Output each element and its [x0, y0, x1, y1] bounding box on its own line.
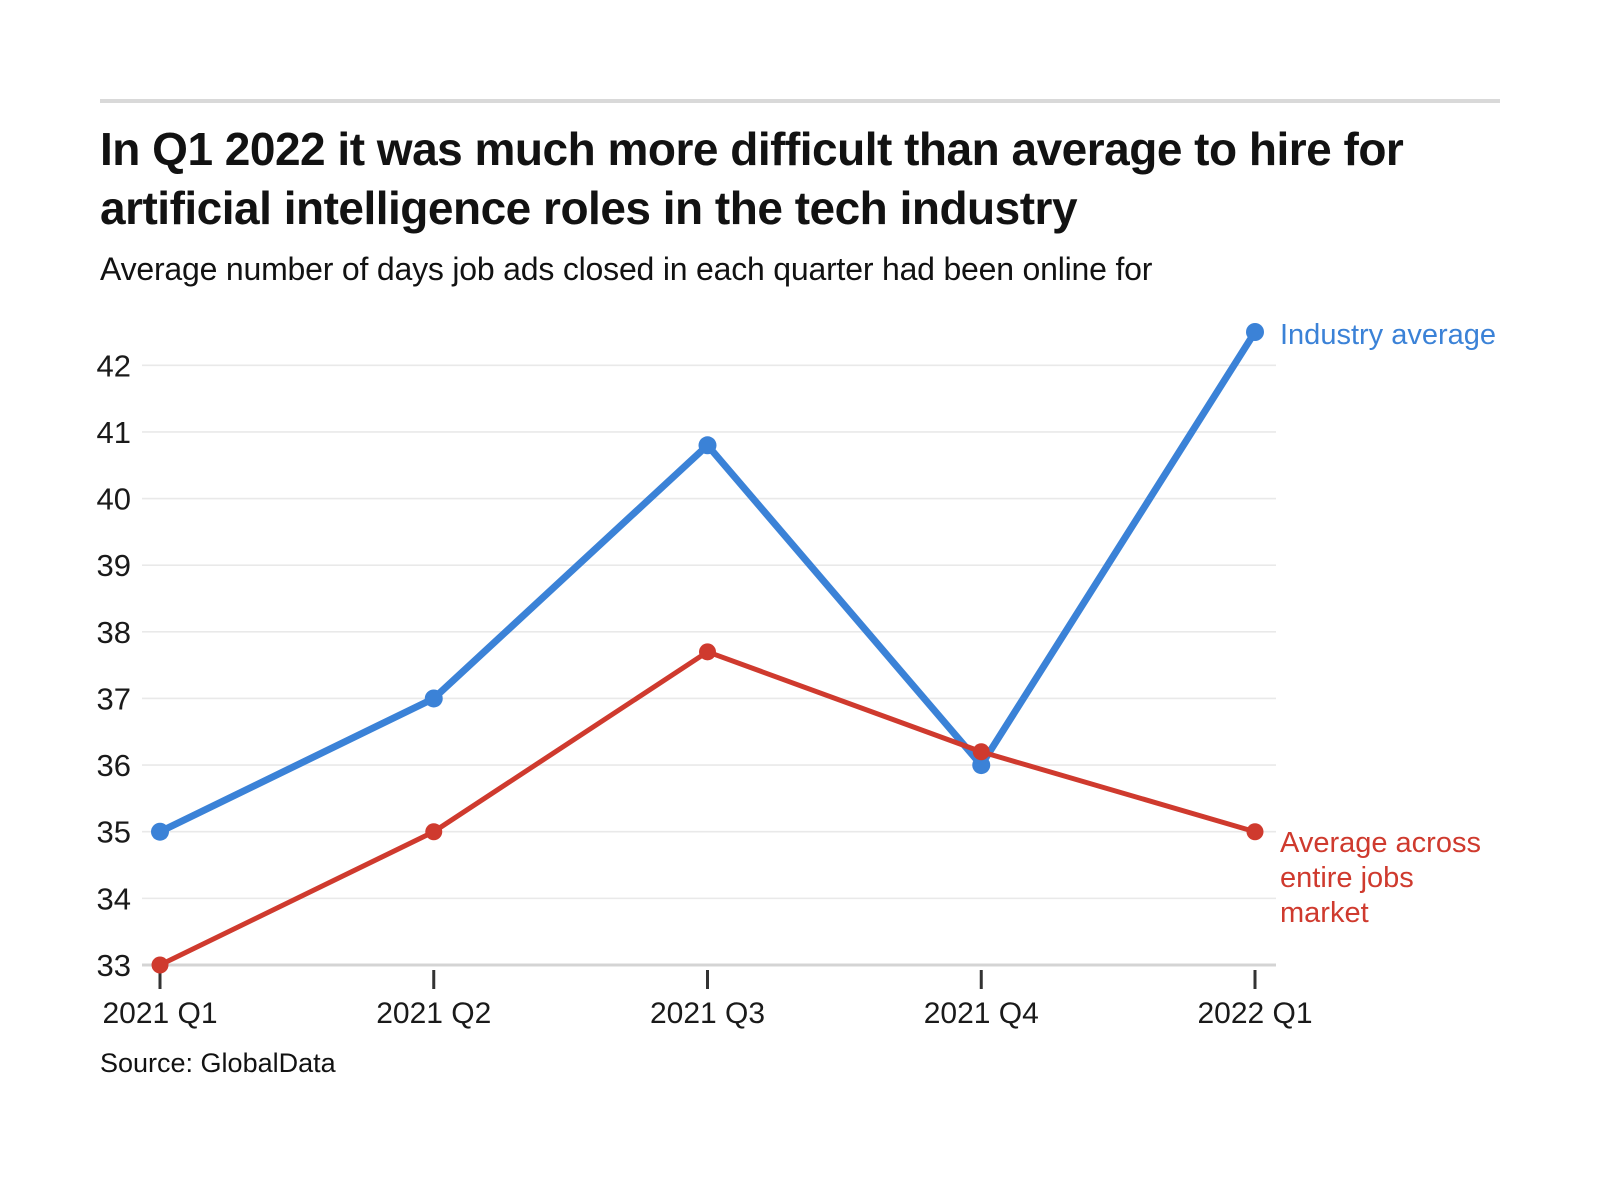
- y-tick-label: 40: [97, 482, 131, 517]
- y-tick-label: 36: [97, 748, 131, 783]
- series-label-industry-average: Industry average: [1280, 319, 1497, 351]
- data-point: [1246, 323, 1264, 341]
- data-point: [699, 643, 716, 661]
- chart-subtitle: Average number of days job ads closed in…: [100, 251, 1153, 287]
- data-point: [698, 436, 717, 455]
- y-tick-label: 33: [97, 948, 131, 983]
- data-point: [424, 689, 443, 708]
- source-note: Source: GlobalData: [100, 1048, 336, 1078]
- top-divider: [100, 99, 1500, 103]
- x-tick-label: 2021 Q2: [376, 997, 491, 1030]
- series-label-jobs-market: Average across entire jobs market: [1280, 827, 1481, 929]
- y-tick-label: 39: [97, 548, 131, 583]
- x-tick-label: 2021 Q1: [102, 997, 217, 1030]
- data-point: [1246, 823, 1264, 841]
- data-point: [151, 956, 169, 974]
- y-tick-label: 38: [97, 615, 131, 650]
- x-tick-label: 2021 Q4: [924, 997, 1039, 1030]
- x-tick-label: 2022 Q1: [1197, 997, 1312, 1030]
- chart-title: In Q1 2022 it was much more difficult th…: [100, 123, 1404, 234]
- data-point: [151, 822, 169, 841]
- data-point: [972, 743, 990, 761]
- data-point: [972, 756, 991, 775]
- y-tick-label: 42: [97, 348, 131, 383]
- y-tick-label: 37: [97, 681, 131, 716]
- y-tick-label: 41: [97, 415, 131, 450]
- y-tick-label: 35: [97, 815, 131, 850]
- data-point: [425, 823, 443, 841]
- x-tick-label: 2021 Q3: [650, 997, 765, 1030]
- y-tick-label: 34: [97, 881, 131, 916]
- series-line: [156, 328, 1259, 836]
